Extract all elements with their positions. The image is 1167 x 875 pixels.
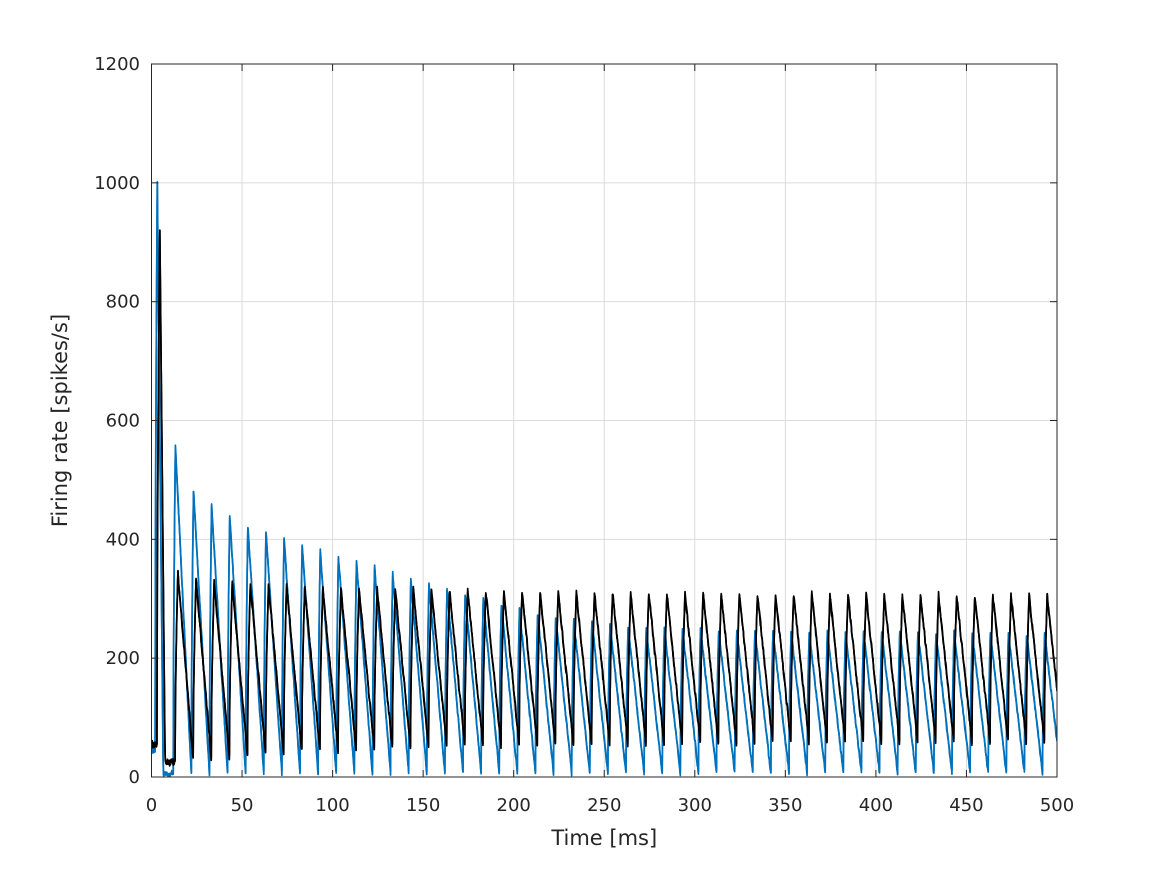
x-tick-label: 150 xyxy=(406,795,440,816)
y-tick-label: 600 xyxy=(106,411,140,432)
y-tick-label: 200 xyxy=(106,648,140,669)
x-tick-label: 100 xyxy=(315,795,349,816)
x-tick-label: 200 xyxy=(497,795,531,816)
black-population-rate-trace xyxy=(151,229,1057,767)
y-tick-labels: 0 200 400 600 800 1000 1200 xyxy=(94,54,140,788)
x-axis-label: Time [ms] xyxy=(550,826,657,850)
y-tick-label: 0 xyxy=(129,767,140,788)
x-tick-label: 50 xyxy=(231,795,254,816)
x-tick-label: 300 xyxy=(678,795,712,816)
x-tick-label: 500 xyxy=(1040,795,1074,816)
series-lines xyxy=(151,181,1057,777)
y-tick-label: 1200 xyxy=(94,54,140,75)
x-tick-label: 0 xyxy=(146,795,157,816)
y-tick-label: 1000 xyxy=(94,173,140,194)
blue-population-rate-trace xyxy=(151,182,1057,777)
y-axis-label: Firing rate [spikes/s] xyxy=(48,314,72,527)
axis-ticks xyxy=(151,63,1058,778)
x-tick-labels: 0 50 100 150 200 250 300 350 400 450 500 xyxy=(146,795,1074,816)
y-tick-label: 800 xyxy=(106,292,140,313)
gridlines xyxy=(151,64,1057,777)
x-tick-label: 400 xyxy=(859,795,893,816)
x-tick-label: 350 xyxy=(768,795,802,816)
y-tick-label: 400 xyxy=(106,529,140,550)
x-tick-label: 250 xyxy=(587,795,621,816)
x-tick-label: 450 xyxy=(949,795,983,816)
